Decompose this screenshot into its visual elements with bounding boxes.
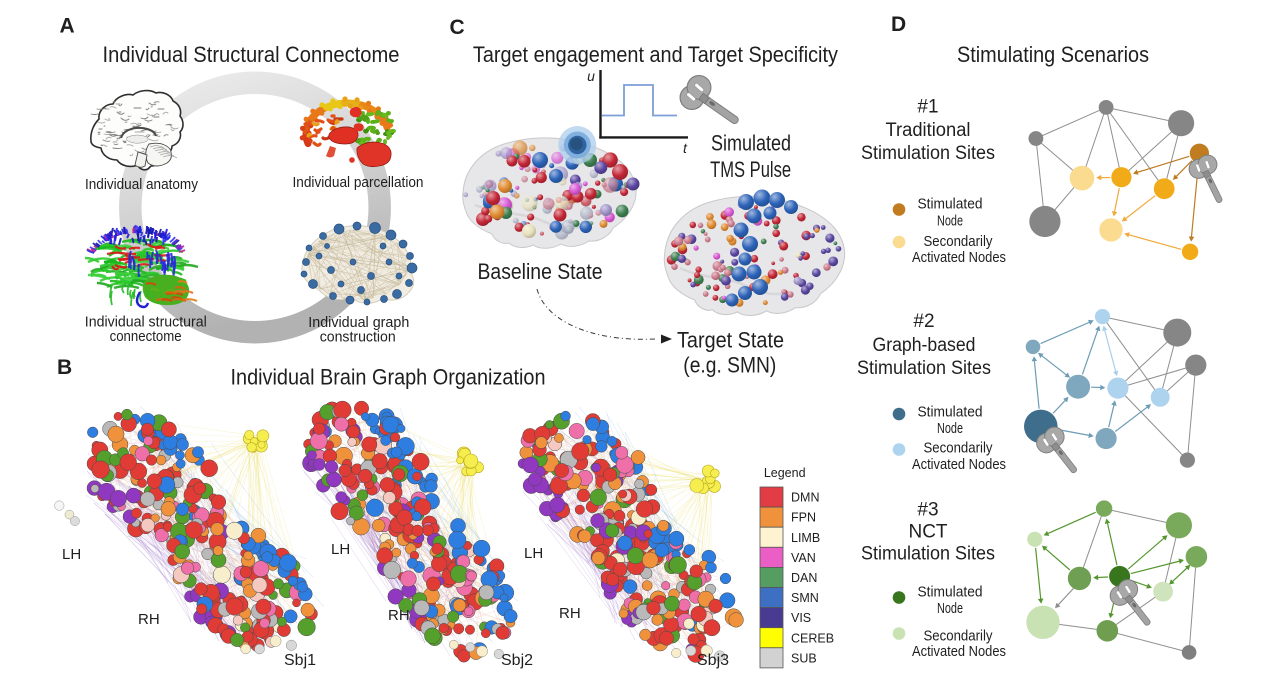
svg-text:LH: LH <box>62 546 81 563</box>
svg-text:C: C <box>450 16 465 39</box>
svg-text:Individual Structural Connecto: Individual Structural Connectome <box>103 42 400 67</box>
svg-text:Secondarily: Secondarily <box>924 440 993 457</box>
svg-text:Stimulated: Stimulated <box>918 404 983 421</box>
svg-text:Individual anatomy: Individual anatomy <box>85 176 198 193</box>
svg-text:SMN: SMN <box>791 591 819 605</box>
svg-text:CEREB: CEREB <box>791 631 834 645</box>
svg-text:Secondarily: Secondarily <box>924 628 993 645</box>
svg-text:Stimulation Sites: Stimulation Sites <box>861 544 995 565</box>
svg-text:LH: LH <box>524 545 543 562</box>
svg-text:construction: construction <box>320 328 396 345</box>
svg-text:Secondarily: Secondarily <box>924 233 993 250</box>
svg-text:#1: #1 <box>917 97 938 118</box>
svg-text:Sbj3: Sbj3 <box>697 652 729 669</box>
svg-text:Activated Nodes: Activated Nodes <box>912 249 1006 266</box>
svg-text:Individual Brain Graph Organiz: Individual Brain Graph Organization <box>231 365 546 390</box>
svg-text:Traditional: Traditional <box>886 120 971 141</box>
svg-text:RH: RH <box>138 611 160 628</box>
svg-text:DAN: DAN <box>791 571 817 585</box>
svg-text:Activated Nodes: Activated Nodes <box>912 456 1006 473</box>
svg-text:VAN: VAN <box>791 551 816 565</box>
svg-text:Stimulated: Stimulated <box>918 584 983 601</box>
svg-text:Activated Nodes: Activated Nodes <box>912 643 1006 660</box>
svg-text:LIMB: LIMB <box>791 531 820 545</box>
svg-text:Node: Node <box>937 600 963 617</box>
svg-text:Baseline State: Baseline State <box>478 259 603 284</box>
svg-text:Node: Node <box>937 420 963 437</box>
svg-text:Graph-based: Graph-based <box>873 335 976 356</box>
svg-text:Stimulation Sites: Stimulation Sites <box>857 358 991 379</box>
svg-text:Stimulating Scenarios: Stimulating Scenarios <box>957 42 1149 67</box>
svg-text:RH: RH <box>559 605 581 622</box>
svg-text:Target engagement and Target S: Target engagement and Target Specificity <box>473 42 838 67</box>
svg-text:LH: LH <box>331 541 350 558</box>
svg-text:#3: #3 <box>917 500 938 521</box>
svg-text:B: B <box>57 356 72 379</box>
svg-text:DMN: DMN <box>791 491 819 505</box>
svg-text:Simulated: Simulated <box>711 131 791 156</box>
svg-text:#2: #2 <box>913 311 934 332</box>
svg-text:SUB: SUB <box>791 651 817 665</box>
svg-text:Sbj2: Sbj2 <box>501 652 533 669</box>
svg-text:RH: RH <box>388 607 410 624</box>
svg-text:Stimulated: Stimulated <box>918 196 983 213</box>
svg-text:Target State: Target State <box>677 328 784 353</box>
svg-text:NCT: NCT <box>908 522 947 543</box>
svg-text:connectome: connectome <box>110 328 182 345</box>
svg-text:Individual parcellation: Individual parcellation <box>293 174 424 191</box>
svg-text:Sbj1: Sbj1 <box>284 652 316 669</box>
svg-text:Stimulation Sites: Stimulation Sites <box>861 143 995 164</box>
svg-text:VIS: VIS <box>791 611 811 625</box>
svg-text:Node: Node <box>937 212 963 229</box>
svg-text:(e.g. SMN): (e.g. SMN) <box>683 353 776 378</box>
svg-text:TMS Pulse: TMS Pulse <box>710 157 791 182</box>
svg-text:u: u <box>587 68 595 84</box>
svg-text:A: A <box>60 15 75 38</box>
svg-text:FPN: FPN <box>791 511 816 525</box>
svg-text:D: D <box>891 13 906 36</box>
svg-text:Legend: Legend <box>764 466 806 480</box>
